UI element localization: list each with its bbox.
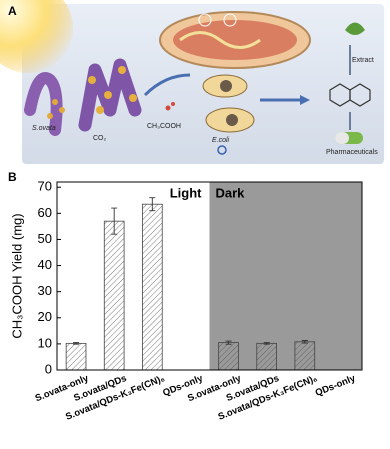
label: CH₃COOH <box>147 123 181 130</box>
error-bar <box>149 197 156 212</box>
bar-hatch <box>256 342 277 371</box>
label: S.ovata <box>32 125 56 132</box>
region <box>209 182 362 370</box>
label: Pharmaceuticals <box>326 149 378 156</box>
error-bar <box>73 342 80 345</box>
error-bar <box>263 342 270 345</box>
x-tick-label: QDs-only <box>314 373 358 399</box>
bar-hatch <box>103 220 125 371</box>
error-bar <box>111 207 118 235</box>
illustration: A S.ovata CO₂ CH₃COOH E.coli Extract Pha… <box>0 0 384 164</box>
y-tick-label: 20 <box>38 309 52 324</box>
bar-hatch <box>218 342 239 371</box>
bar-hatch <box>65 342 87 371</box>
plot-frame <box>56 181 363 371</box>
label: E.coli <box>212 137 230 144</box>
error-bar <box>301 340 308 344</box>
y-tick-label: 50 <box>38 231 52 246</box>
region <box>57 182 210 370</box>
y-tick-label: 40 <box>38 257 52 272</box>
y-tick-label: 60 <box>38 205 52 220</box>
region-label: Dark <box>216 185 246 200</box>
bar-hatch <box>141 203 163 371</box>
y-tick-label: 10 <box>38 335 52 350</box>
y-axis-label: CH₃COOH Yield (mg) <box>9 213 24 338</box>
y-tick-label: 0 <box>45 361 52 376</box>
y-tick-label: 70 <box>38 179 52 194</box>
bar-hatch <box>294 341 316 371</box>
y-tick-label: 30 <box>38 283 52 298</box>
panel-label: B <box>8 170 17 184</box>
error-bar <box>225 340 232 345</box>
region-label: Light <box>170 185 202 200</box>
panel-label: A <box>8 4 17 18</box>
label: CO₂ <box>93 135 107 142</box>
label: Extract <box>352 57 374 64</box>
